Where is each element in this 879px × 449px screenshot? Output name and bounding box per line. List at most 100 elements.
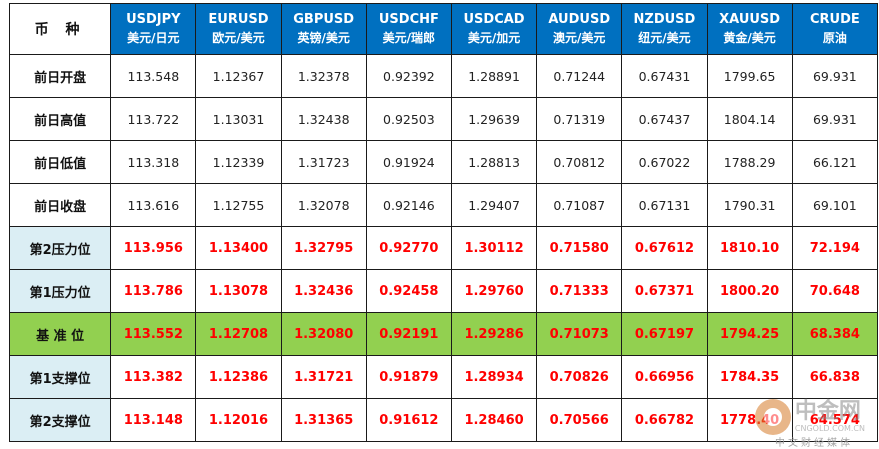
row-label: 前日收盘 (8, 183, 112, 227)
col-gbpusd: GBPUSD 英镑/美元 (280, 3, 367, 55)
cell-value: 0.66956 (621, 355, 708, 399)
cell-value: 0.92392 (365, 54, 452, 98)
row-prev-high: 前日高值 113.722 1.13031 1.32438 0.92503 1.2… (8, 97, 879, 141)
cell-value: 1799.65 (706, 54, 793, 98)
cell-value: 113.552 (110, 312, 197, 356)
cell-value: 1800.20 (706, 269, 793, 313)
pair-code: EURUSD (208, 12, 269, 27)
cell-value: 0.71333 (536, 269, 623, 313)
watermark-subtitle: 中文财经媒体 (775, 438, 853, 449)
cell-value: 1.12367 (195, 54, 282, 98)
cell-value: 0.67437 (621, 97, 708, 141)
cell-value: 69.101 (791, 183, 879, 227)
cell-value: 1.31365 (280, 398, 367, 442)
row-support-1: 第1支撑位 113.382 1.12386 1.31721 0.91879 1.… (8, 355, 879, 399)
cell-value: 72.194 (791, 226, 879, 270)
cell-value: 1.31723 (280, 140, 367, 184)
cell-value: 0.71244 (536, 54, 623, 98)
cell-value: 113.722 (110, 97, 197, 141)
cell-value: 1.32436 (280, 269, 367, 313)
pair-cn: 英镑/美元 (297, 31, 350, 45)
cell-value: 1.32078 (280, 183, 367, 227)
cell-value: 1.28891 (450, 54, 538, 98)
row-pivot: 基 准 位 113.552 1.12708 1.32080 0.92191 1.… (8, 312, 879, 356)
cell-value: 0.67197 (621, 312, 708, 356)
cell-value: 1784.35 (706, 355, 793, 399)
cell-value: 1788.29 (706, 140, 793, 184)
cell-value: 1.13031 (195, 97, 282, 141)
cell-value: 1.28460 (450, 398, 538, 442)
col-xauusd: XAUUSD 黄金/美元 (706, 3, 793, 55)
cell-value: 1.30112 (450, 226, 538, 270)
row-label: 第2支撑位 (8, 398, 112, 442)
cell-value: 1.12755 (195, 183, 282, 227)
cell-value: 1.28934 (450, 355, 538, 399)
cell-value: 113.318 (110, 140, 197, 184)
pair-code: CRUDE (809, 12, 860, 27)
cell-value: 1.32378 (280, 54, 367, 98)
cell-value: 1.12708 (195, 312, 282, 356)
row-prev-close: 前日收盘 113.616 1.12755 1.32078 0.92146 1.2… (8, 183, 879, 227)
pair-cn: 澳元/美元 (553, 31, 606, 45)
cell-value: 0.92458 (365, 269, 452, 313)
cell-value: 0.71580 (536, 226, 623, 270)
pair-cn: 美元/瑞郎 (382, 31, 436, 45)
col-usdjpy: USDJPY 美元/日元 (110, 3, 197, 55)
cell-value: 0.67431 (621, 54, 708, 98)
col-nzdusd: NZDUSD 纽元/美元 (621, 3, 708, 55)
cell-value: 68.384 (791, 312, 879, 356)
cell-value: 0.92503 (365, 97, 452, 141)
pair-code: XAUUSD (719, 12, 781, 27)
cell-value: 113.616 (110, 183, 197, 227)
pair-cn: 黄金/美元 (723, 31, 776, 45)
cell-value: 66.121 (791, 140, 879, 184)
cell-value: 0.92191 (365, 312, 452, 356)
cell-value: 1794.25 (706, 312, 793, 356)
cell-value: 1.32795 (280, 226, 367, 270)
row-resistance-1: 第1压力位 113.786 1.13078 1.32436 0.92458 1.… (8, 269, 879, 313)
pair-cn: 欧元/美元 (212, 31, 265, 45)
cell-value: 0.67612 (621, 226, 708, 270)
pair-cn: 原油 (822, 31, 847, 45)
cell-value: 0.70566 (536, 398, 623, 442)
cell-value: 0.67022 (621, 140, 708, 184)
row-label: 前日高值 (8, 97, 112, 141)
cell-value: 1.29760 (450, 269, 538, 313)
cell-value: 0.91924 (365, 140, 452, 184)
row-prev-low: 前日低值 113.318 1.12339 1.31723 0.91924 1.2… (8, 140, 879, 184)
cell-value: 113.786 (110, 269, 197, 313)
col-crude: CRUDE 原油 (791, 3, 879, 55)
cell-value: 1790.31 (706, 183, 793, 227)
col-audusd: AUDUSD 澳元/美元 (536, 3, 623, 55)
cell-value: 0.66782 (621, 398, 708, 442)
cell-value: 0.67371 (621, 269, 708, 313)
cell-value: 0.71087 (536, 183, 623, 227)
cell-value: 113.548 (110, 54, 197, 98)
cell-value: 0.67131 (621, 183, 708, 227)
row-label: 前日低值 (8, 140, 112, 184)
pair-cn: 美元/加元 (467, 31, 521, 45)
cell-value: 1.32080 (280, 312, 367, 356)
forex-pivot-table: 币 种 USDJPY 美元/日元 EURUSD 欧元/美元 GBPUSD 英镑/美元 … (8, 3, 879, 442)
cell-value: 113.148 (110, 398, 197, 442)
cell-value: 1.29639 (450, 97, 538, 141)
cell-value: 1.31721 (280, 355, 367, 399)
cell-value: 69.931 (791, 97, 879, 141)
col-usdchf: USDCHF 美元/瑞郎 (365, 3, 452, 55)
pair-code: AUDUSD (548, 12, 611, 27)
cell-value: 1.29407 (450, 183, 538, 227)
cell-value: 1.13400 (195, 226, 282, 270)
row-label: 前日开盘 (8, 54, 112, 98)
cell-value: 0.91879 (365, 355, 452, 399)
cell-value: 69.931 (791, 54, 879, 98)
cell-value: 70.648 (791, 269, 879, 313)
cell-value: 1.12386 (195, 355, 282, 399)
cell-value: 0.70812 (536, 140, 623, 184)
cell-value: 1810.10 (706, 226, 793, 270)
cell-value: 1804.14 (706, 97, 793, 141)
cell-value: 1.12339 (195, 140, 282, 184)
pair-code: USDCHF (378, 12, 439, 27)
cell-value: 1.28813 (450, 140, 538, 184)
cell-value: 113.956 (110, 226, 197, 270)
cell-value: 1.13078 (195, 269, 282, 313)
